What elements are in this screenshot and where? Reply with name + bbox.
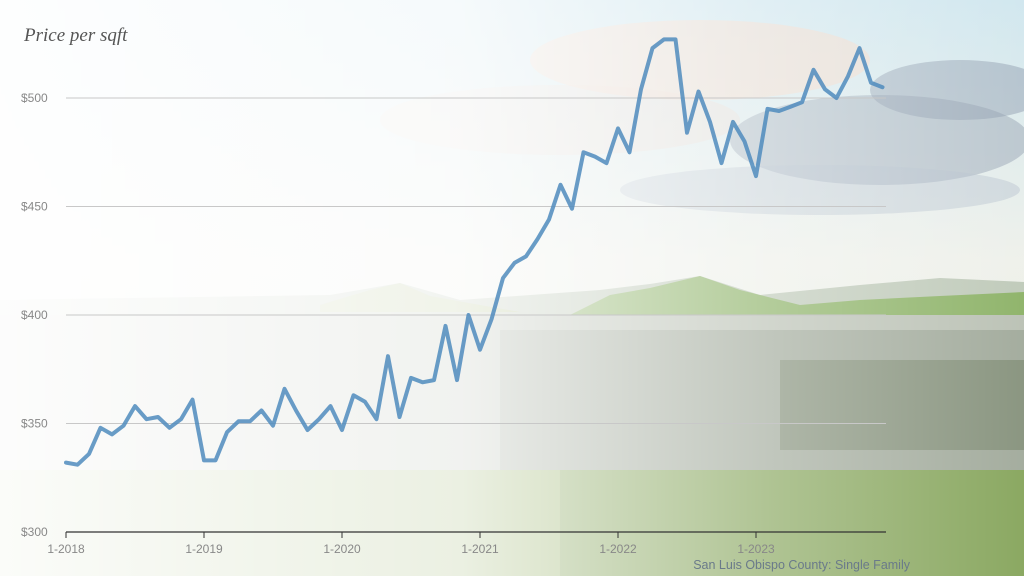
y-tick-label: $300 xyxy=(21,525,48,539)
gridlines xyxy=(66,97,886,533)
x-tick-label: 1-2019 xyxy=(185,542,223,556)
x-tick-label: 1-2020 xyxy=(323,542,361,556)
price-per-sqft-line xyxy=(64,37,885,467)
y-tick-label: $350 xyxy=(21,417,48,431)
y-tick-label: $500 xyxy=(21,91,48,105)
x-tick-label: 1-2023 xyxy=(737,542,775,556)
y-tick-label: $400 xyxy=(21,308,48,322)
chart-source-caption: San Luis Obispo County: Single Family xyxy=(693,558,911,572)
chart-title: Price per sqft xyxy=(23,25,128,46)
x-tick-label: 1-2022 xyxy=(599,542,637,556)
x-tick-label: 1-2021 xyxy=(461,542,499,556)
y-axis: $300 $350 $400 $450 $500 xyxy=(21,91,48,539)
x-axis: 1-2018 1-2019 1-2020 1-2021 1-2022 1-2023 xyxy=(47,532,775,556)
x-tick-label: 1-2018 xyxy=(47,542,85,556)
y-tick-label: $450 xyxy=(21,200,48,214)
